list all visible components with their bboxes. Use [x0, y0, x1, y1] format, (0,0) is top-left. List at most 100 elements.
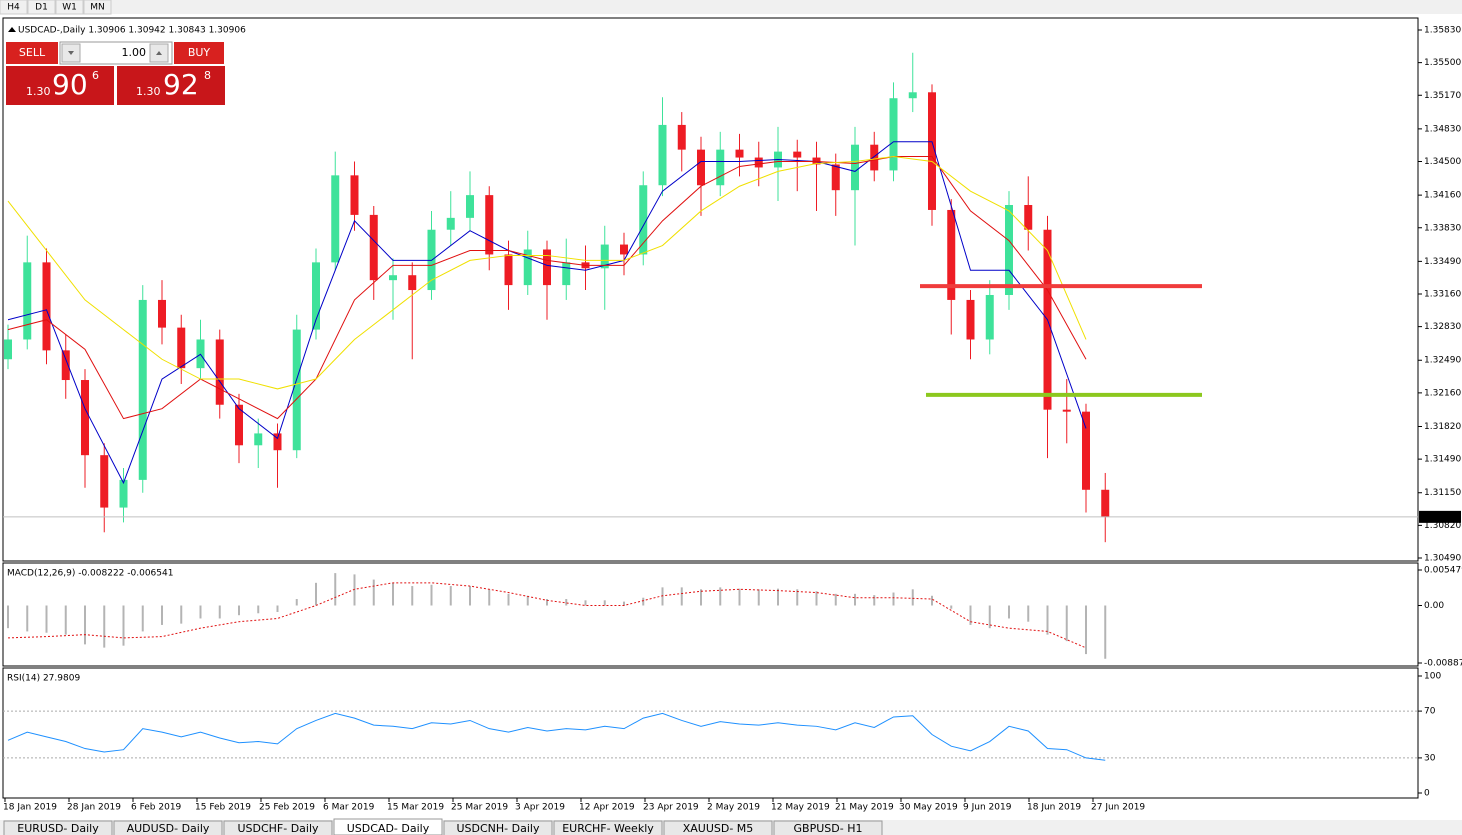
- symbol-tab[interactable]: [773, 820, 883, 835]
- moving-average: [7, 156, 1087, 390]
- timeframe-button[interactable]: [55, 0, 84, 15]
- candle-body: [177, 327, 186, 369]
- timeframe-button[interactable]: [0, 0, 28, 15]
- candle-body: [639, 185, 648, 255]
- candle-body: [466, 195, 474, 218]
- current-price-label: 1.30906: [1422, 512, 1459, 522]
- x-tick-label: 3 Apr 2019: [515, 803, 565, 813]
- x-tick-label: 30 May 2019: [899, 803, 958, 813]
- candle-body: [928, 92, 936, 210]
- rsi-line: [7, 712, 1106, 761]
- candle-body: [273, 433, 282, 451]
- symbol-tab-label: EURCHF- Weekly: [562, 822, 654, 835]
- x-tick-label: 25 Feb 2019: [259, 803, 315, 813]
- toolbar: [0, 0, 1462, 14]
- candle-body: [408, 275, 417, 291]
- moving-average: [7, 156, 1087, 420]
- candle-body: [504, 254, 513, 286]
- candle-body: [543, 249, 551, 286]
- y-tick-label: 1.33490: [1424, 257, 1461, 267]
- ask-big: 92: [163, 68, 199, 101]
- y-tick-label: 1.32160: [1424, 388, 1461, 398]
- candle-body: [350, 175, 359, 215]
- y-tick-label: 30: [1424, 753, 1436, 763]
- sell-button[interactable]: [6, 42, 58, 64]
- macd-signal: [7, 582, 1087, 649]
- sell-label: SELL: [19, 46, 46, 59]
- timeframe-button[interactable]: [27, 0, 56, 15]
- candle-body: [446, 217, 455, 230]
- y-tick-label: 0.005479: [1424, 566, 1462, 576]
- candle-body: [138, 299, 147, 480]
- candle-body: [523, 249, 532, 286]
- y-tick-label: 1.35830: [1424, 26, 1461, 36]
- y-tick-label: 1.31150: [1424, 488, 1461, 498]
- y-tick-label: 1.35170: [1424, 91, 1461, 101]
- bid-box[interactable]: [6, 66, 114, 105]
- moving-average: [7, 141, 1087, 485]
- lot-field[interactable]: [59, 41, 173, 65]
- x-tick-label: 18 Jun 2019: [1027, 803, 1081, 813]
- main-panel: [2, 17, 1419, 562]
- x-tick-label: 28 Jan 2019: [67, 803, 121, 813]
- x-tick-label: 2 May 2019: [707, 803, 760, 813]
- candle-body: [254, 433, 263, 446]
- timeframe-button[interactable]: [83, 0, 112, 15]
- candle-body: [908, 92, 917, 99]
- symbol-tab-label: USDCNH- Daily: [457, 822, 540, 835]
- timeframe-label: MN: [90, 3, 105, 13]
- x-tick-label: 18 Jan 2019: [3, 803, 57, 813]
- rsi-panel: [2, 667, 1419, 799]
- candle-body: [600, 244, 609, 269]
- candle-body: [831, 164, 840, 191]
- ask-box[interactable]: [117, 66, 225, 105]
- x-tick-label: 6 Feb 2019: [131, 803, 182, 813]
- buy-label: BUY: [188, 46, 211, 59]
- y-tick-label: 1.34830: [1424, 124, 1461, 134]
- candle-body: [870, 144, 879, 171]
- symbol-tab[interactable]: [663, 820, 773, 835]
- candle-body: [889, 98, 898, 171]
- candle-body: [697, 149, 705, 186]
- up-arrow: [156, 51, 162, 55]
- symbol-tab[interactable]: [443, 820, 553, 835]
- x-tick-label: 21 May 2019: [835, 803, 894, 813]
- candle-body: [947, 209, 956, 300]
- buy-button[interactable]: [174, 42, 224, 64]
- y-tick-label: 1.30820: [1424, 521, 1461, 531]
- candle-body: [562, 262, 571, 286]
- symbol-tab[interactable]: [223, 820, 333, 835]
- candle-body: [658, 124, 667, 186]
- y-tick-label: 0: [1424, 789, 1430, 799]
- symbol-tab[interactable]: [553, 820, 663, 835]
- symbol-tab[interactable]: [333, 818, 443, 835]
- candle-body: [754, 157, 763, 168]
- rsi-title: RSI(14) 27.9809: [7, 674, 80, 684]
- y-tick-label: 1.35500: [1424, 58, 1461, 68]
- candle-body: [677, 124, 686, 150]
- y-tick-label: 1.31820: [1424, 422, 1461, 432]
- symbol-tab-label: GBPUSD- H1: [794, 822, 863, 835]
- candle-body: [158, 299, 166, 328]
- candle-body: [735, 149, 744, 158]
- symbol-tab[interactable]: [3, 820, 113, 835]
- symbol-tab[interactable]: [113, 820, 223, 835]
- candle-body: [793, 151, 802, 158]
- candle-body: [292, 329, 301, 451]
- candle-body: [42, 262, 51, 351]
- y-tick-label: 1.32490: [1424, 356, 1461, 366]
- y-tick-label: 100: [1424, 672, 1441, 682]
- x-tick-label: 12 Apr 2019: [579, 803, 635, 813]
- y-tick-label: 1.30490: [1424, 554, 1461, 564]
- candle-body: [851, 144, 859, 191]
- candle-body: [23, 262, 32, 340]
- candle-body: [215, 339, 224, 405]
- candle-body: [389, 275, 397, 281]
- x-tick-label: 6 Mar 2019: [323, 803, 375, 813]
- macd-panel: [2, 562, 1419, 667]
- symbol-tab-label: XAUUSD- M5: [683, 822, 754, 835]
- x-tick-label: 12 May 2019: [771, 803, 830, 813]
- candle-body: [4, 339, 12, 360]
